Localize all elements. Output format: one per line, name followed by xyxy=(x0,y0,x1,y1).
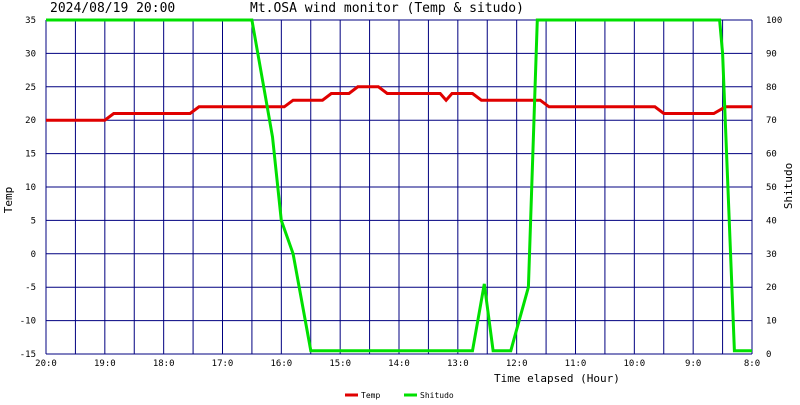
left-tick-label: 35 xyxy=(25,16,36,26)
left-tick-label: 20 xyxy=(25,116,36,126)
x-tick-label: 11:0 xyxy=(565,359,587,369)
legend-shitudo-label: Shitudo xyxy=(420,391,454,400)
x-tick-label: 10:0 xyxy=(623,359,645,369)
legend-temp-label: Temp xyxy=(361,391,380,400)
right-axis-title: Shitudo xyxy=(782,163,795,209)
left-tick-label: 5 xyxy=(31,216,36,226)
right-tick-label: 70 xyxy=(766,116,777,126)
x-tick-label: 14:0 xyxy=(388,359,410,369)
right-tick-label: 20 xyxy=(766,283,777,293)
series-line-shitudo xyxy=(46,18,752,353)
left-tick-label: 25 xyxy=(25,83,36,93)
left-tick-label: -15 xyxy=(20,350,36,360)
x-tick-label: 20:0 xyxy=(35,359,57,369)
right-tick-label: 50 xyxy=(766,183,777,193)
x-tick-label: 18:0 xyxy=(153,359,175,369)
series-line-temp xyxy=(46,85,752,122)
left-tick-label: 15 xyxy=(25,150,36,160)
right-tick-label: 0 xyxy=(766,350,771,360)
x-tick-label: 16:0 xyxy=(270,359,292,369)
left-axis-title: Temp xyxy=(2,187,15,214)
right-tick-label: 10 xyxy=(766,317,777,327)
right-tick-label: 100 xyxy=(766,16,782,26)
right-tick-label: 40 xyxy=(766,216,777,226)
left-tick-label: 10 xyxy=(25,183,36,193)
x-tick-label: 13:0 xyxy=(447,359,469,369)
left-tick-label: -5 xyxy=(25,283,36,293)
x-tick-label: 8:0 xyxy=(744,359,760,369)
legend: Temp Shitudo xyxy=(345,391,454,400)
x-tick-label: 12:0 xyxy=(506,359,528,369)
timestamp-label: 2024/08/19 20:00 xyxy=(50,1,175,16)
chart-title: Mt.OSA wind monitor (Temp & situdo) xyxy=(250,1,524,16)
x-tick-label: 15:0 xyxy=(329,359,351,369)
left-tick-label: -10 xyxy=(20,317,36,327)
tick-labels: 35302520151050-5-10-15100908070605040302… xyxy=(20,16,783,369)
right-tick-label: 80 xyxy=(766,83,777,93)
grid-layer xyxy=(45,19,753,355)
x-axis-title: Time elapsed (Hour) xyxy=(494,372,620,385)
series-layer xyxy=(46,18,752,353)
right-tick-label: 60 xyxy=(766,150,777,160)
left-tick-label: 0 xyxy=(31,250,36,260)
right-tick-label: 90 xyxy=(766,49,777,59)
x-tick-label: 17:0 xyxy=(212,359,234,369)
x-tick-label: 9:0 xyxy=(685,359,701,369)
right-tick-label: 30 xyxy=(766,250,777,260)
x-tick-label: 19:0 xyxy=(94,359,116,369)
left-tick-label: 30 xyxy=(25,49,36,59)
